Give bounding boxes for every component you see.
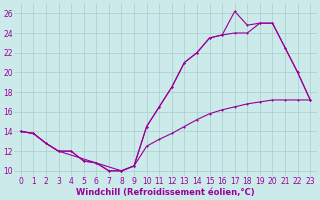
X-axis label: Windchill (Refroidissement éolien,°C): Windchill (Refroidissement éolien,°C) bbox=[76, 188, 255, 197]
